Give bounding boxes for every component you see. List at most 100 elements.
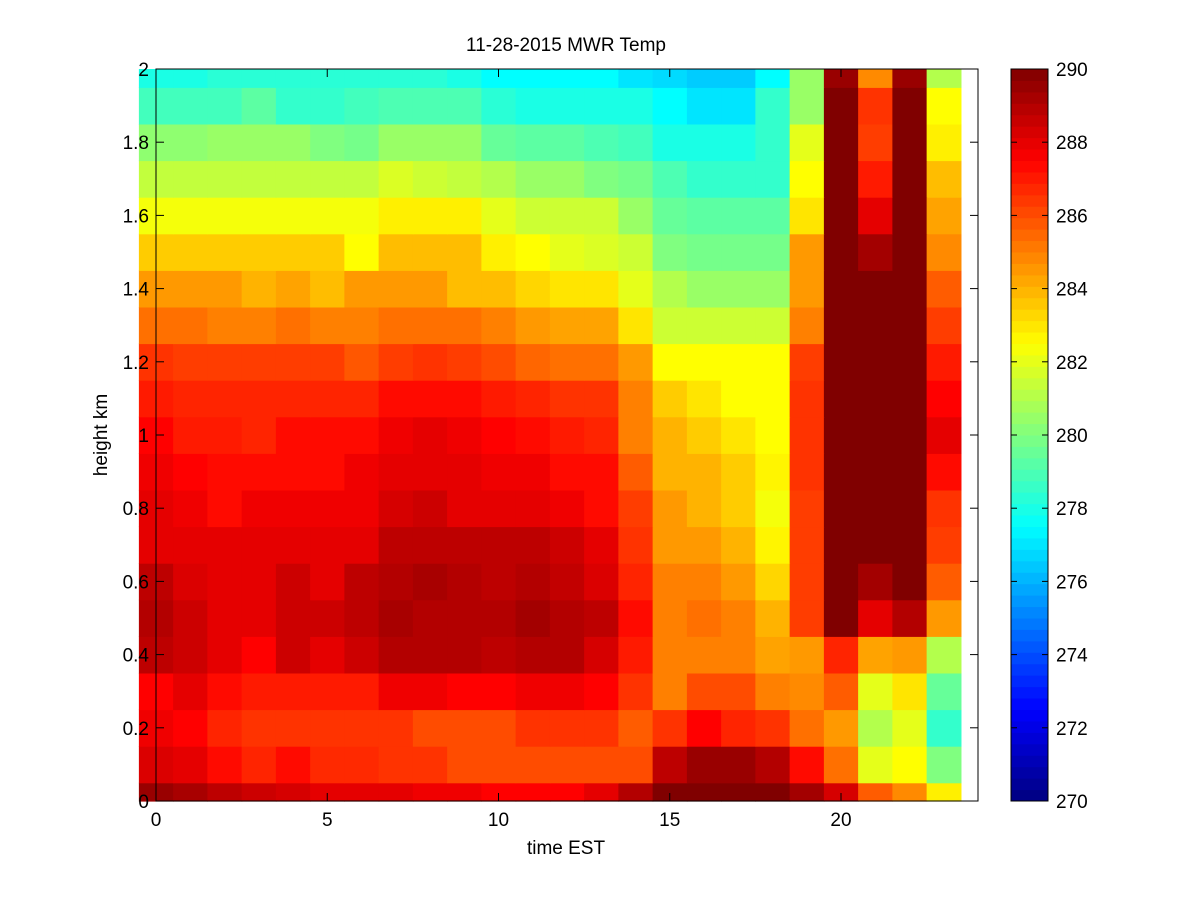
heatmap-cell — [892, 489, 928, 528]
heatmap-cell — [515, 709, 551, 747]
heatmap-cell — [515, 672, 551, 711]
heatmap-cell — [412, 87, 448, 125]
heatmap-cell — [755, 197, 791, 235]
heatmap-cell — [823, 380, 859, 418]
heatmap-cell — [344, 782, 380, 802]
heatmap-cell — [207, 416, 243, 454]
heatmap-cell — [207, 306, 243, 345]
heatmap-cell — [858, 636, 893, 674]
heatmap-cell — [892, 380, 928, 418]
colorbar-swatch — [1011, 560, 1048, 573]
heatmap-cell — [789, 233, 825, 271]
heatmap-cell — [686, 306, 722, 345]
heatmap-cell — [447, 636, 482, 674]
heatmap-cell — [344, 197, 380, 235]
heatmap-cell — [755, 87, 791, 125]
heatmap-cell — [858, 746, 893, 784]
heatmap-cell — [755, 563, 791, 601]
colorbar-swatch — [1011, 114, 1048, 127]
heatmap-cell — [584, 709, 619, 747]
heatmap-cell — [926, 270, 962, 308]
heatmap-cell — [926, 489, 962, 528]
heatmap-cell — [344, 123, 380, 162]
heatmap-cell — [275, 416, 311, 454]
colorbar-swatch — [1011, 423, 1048, 436]
colorbar-swatch — [1011, 595, 1048, 608]
heatmap-cell — [241, 233, 277, 271]
heatmap-cell — [892, 69, 928, 88]
colorbar-swatch — [1011, 618, 1048, 630]
heatmap-cell — [686, 197, 722, 235]
heatmap-cell — [344, 343, 380, 381]
heatmap-cell — [858, 782, 893, 802]
heatmap-cell — [549, 526, 585, 564]
heatmap-cell — [515, 123, 551, 162]
heatmap-cell — [618, 746, 654, 784]
heatmap-cell — [310, 197, 345, 235]
heatmap-cell — [652, 197, 688, 235]
heatmap-cell — [549, 416, 585, 454]
heatmap-cell — [686, 416, 722, 454]
heatmap-cell — [892, 453, 928, 491]
heatmap-cell — [584, 69, 619, 88]
heatmap-cell — [549, 746, 585, 784]
heatmap-cell — [892, 416, 928, 454]
heatmap-cell — [721, 636, 756, 674]
heatmap-cell — [378, 782, 414, 802]
heatmap-cell — [823, 160, 859, 198]
heatmap-cell — [447, 563, 482, 601]
heatmap-cell — [721, 306, 756, 345]
heatmap-cell — [515, 160, 551, 198]
heatmap-cell — [584, 489, 619, 528]
colorbar: 270 272 274 276 278 280 282 284 286 288 290 — [1010, 60, 1088, 813]
heatmap-cell — [618, 636, 654, 674]
heatmap-cell — [549, 380, 585, 418]
heatmap-cell — [789, 709, 825, 747]
heatmap-cell — [926, 636, 962, 674]
heatmap-cell — [686, 782, 722, 802]
heatmap-cell — [515, 636, 551, 674]
heatmap-cell — [481, 489, 517, 528]
heatmap-cell — [515, 343, 551, 381]
heatmap-cell — [344, 160, 380, 198]
heatmap-cell — [173, 709, 208, 747]
heatmap-cell — [584, 526, 619, 564]
heatmap-cell — [207, 343, 243, 381]
heatmap-cell — [584, 746, 619, 784]
heatmap-cell — [241, 270, 277, 308]
heatmap-cell — [344, 709, 380, 747]
heatmap-cell — [858, 306, 893, 345]
colorbar-swatch — [1011, 183, 1048, 196]
heatmap-cell — [686, 123, 722, 162]
heatmap-cell — [241, 416, 277, 454]
heatmap-cell — [823, 489, 859, 528]
heatmap-cell — [549, 343, 585, 381]
heatmap-cell — [755, 380, 791, 418]
heatmap-cell — [686, 489, 722, 528]
heatmap-cell — [549, 270, 585, 308]
heatmap-cell — [275, 306, 311, 345]
heatmap-cell — [173, 69, 208, 88]
heatmap-cell — [549, 636, 585, 674]
colorbar-swatch — [1011, 332, 1048, 344]
heatmap-cell — [515, 599, 551, 637]
heatmap-cell — [721, 343, 756, 381]
heatmap-cell — [412, 233, 448, 271]
y-tick-label: 1.8 — [123, 133, 149, 154]
heatmap-cell — [823, 599, 859, 637]
heatmap-cell — [823, 782, 859, 802]
heatmap-cell — [241, 599, 277, 637]
heatmap-cell — [515, 489, 551, 528]
heatmap-cell — [378, 233, 414, 271]
y-tick-label: 1.2 — [123, 353, 149, 374]
heatmap-cell — [823, 270, 859, 308]
colorbar-swatch — [1011, 263, 1048, 276]
heatmap-cell — [378, 746, 414, 784]
heatmap-cell — [584, 197, 619, 235]
heatmap-cell — [652, 672, 688, 711]
heatmap-cell — [755, 233, 791, 271]
colorbar-swatch — [1011, 526, 1048, 539]
heatmap-cell — [549, 563, 585, 601]
heatmap-cell — [241, 123, 277, 162]
heatmap-cell — [310, 563, 345, 601]
